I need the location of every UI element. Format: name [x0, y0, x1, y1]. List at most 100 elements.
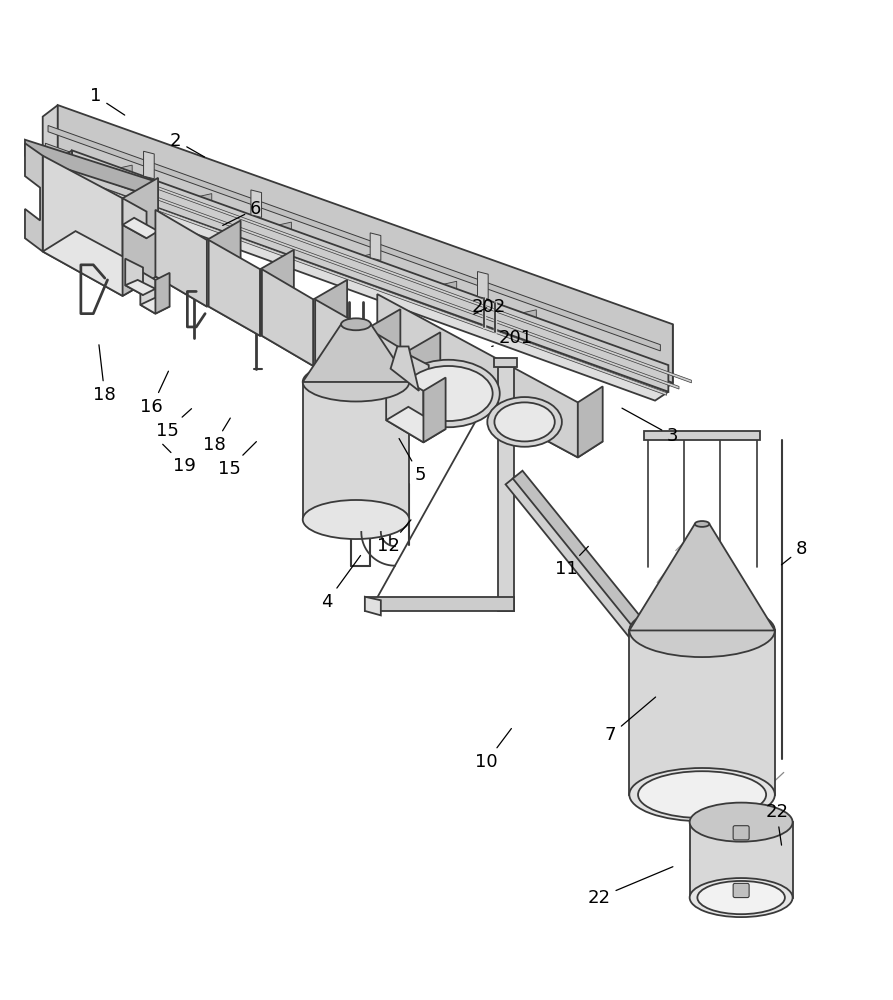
Text: 19: 19	[163, 444, 196, 475]
Polygon shape	[441, 281, 456, 310]
Polygon shape	[367, 309, 400, 395]
Text: 8: 8	[781, 540, 807, 565]
Ellipse shape	[495, 402, 555, 441]
Polygon shape	[43, 161, 655, 386]
Polygon shape	[25, 140, 158, 198]
Polygon shape	[369, 329, 406, 418]
Polygon shape	[386, 407, 446, 442]
Polygon shape	[43, 231, 158, 296]
Polygon shape	[303, 382, 409, 520]
Polygon shape	[390, 346, 419, 391]
Polygon shape	[72, 150, 668, 392]
Polygon shape	[122, 198, 146, 238]
Polygon shape	[513, 471, 688, 683]
Polygon shape	[125, 280, 155, 295]
Polygon shape	[46, 143, 658, 369]
Polygon shape	[144, 151, 154, 179]
Polygon shape	[116, 165, 132, 194]
Polygon shape	[140, 298, 170, 314]
Text: 10: 10	[475, 729, 512, 771]
Polygon shape	[406, 354, 429, 431]
Text: 202: 202	[472, 298, 506, 316]
Text: 5: 5	[399, 439, 426, 484]
Polygon shape	[689, 822, 793, 898]
Text: 18: 18	[203, 418, 230, 454]
Polygon shape	[196, 194, 212, 222]
Polygon shape	[406, 332, 440, 418]
Polygon shape	[386, 369, 423, 442]
Text: 15: 15	[218, 442, 256, 478]
Polygon shape	[48, 125, 661, 351]
Ellipse shape	[695, 521, 709, 527]
Ellipse shape	[689, 878, 793, 917]
Polygon shape	[209, 240, 260, 336]
FancyBboxPatch shape	[733, 883, 749, 898]
Polygon shape	[365, 597, 380, 615]
Text: 18: 18	[94, 345, 116, 404]
Polygon shape	[315, 299, 367, 395]
Polygon shape	[377, 294, 578, 457]
Ellipse shape	[697, 881, 785, 914]
Polygon shape	[43, 105, 58, 176]
Ellipse shape	[396, 360, 500, 427]
Text: 16: 16	[140, 371, 169, 416]
Polygon shape	[96, 165, 691, 383]
Text: 22: 22	[588, 867, 673, 907]
Polygon shape	[423, 378, 446, 442]
FancyBboxPatch shape	[733, 826, 749, 840]
Text: 3: 3	[622, 408, 679, 445]
Polygon shape	[630, 630, 775, 795]
Text: 4: 4	[321, 555, 361, 611]
Text: 15: 15	[155, 409, 191, 440]
Ellipse shape	[303, 362, 409, 401]
Polygon shape	[209, 287, 294, 336]
Ellipse shape	[488, 397, 562, 447]
Polygon shape	[644, 431, 760, 440]
Polygon shape	[72, 177, 666, 395]
Polygon shape	[303, 324, 409, 382]
Text: 6: 6	[222, 200, 262, 225]
Polygon shape	[43, 156, 122, 296]
Text: 7: 7	[605, 697, 655, 744]
Ellipse shape	[404, 366, 493, 421]
Polygon shape	[155, 210, 207, 307]
Text: 12: 12	[378, 520, 411, 555]
Polygon shape	[251, 190, 262, 217]
Polygon shape	[140, 271, 155, 314]
Polygon shape	[122, 218, 158, 238]
Polygon shape	[58, 105, 672, 383]
Polygon shape	[315, 346, 400, 395]
Polygon shape	[655, 324, 672, 395]
Polygon shape	[377, 333, 603, 457]
Ellipse shape	[303, 500, 409, 539]
Polygon shape	[369, 376, 440, 418]
Polygon shape	[406, 408, 446, 431]
Polygon shape	[260, 250, 294, 336]
Polygon shape	[43, 165, 672, 395]
Polygon shape	[275, 222, 291, 251]
Text: 201: 201	[492, 329, 533, 347]
Polygon shape	[630, 524, 775, 630]
Polygon shape	[498, 367, 514, 611]
Polygon shape	[85, 171, 679, 389]
Polygon shape	[478, 272, 488, 299]
Ellipse shape	[689, 803, 793, 842]
Text: 2: 2	[170, 132, 204, 157]
Polygon shape	[578, 386, 603, 457]
Polygon shape	[521, 310, 537, 338]
Polygon shape	[494, 358, 518, 367]
Polygon shape	[122, 178, 158, 296]
Polygon shape	[155, 273, 170, 314]
Polygon shape	[262, 269, 313, 366]
Ellipse shape	[341, 318, 371, 330]
Ellipse shape	[630, 604, 775, 657]
Ellipse shape	[638, 771, 766, 818]
Polygon shape	[25, 143, 43, 252]
Polygon shape	[125, 259, 143, 295]
Ellipse shape	[630, 768, 775, 821]
Text: 11: 11	[555, 546, 588, 578]
Polygon shape	[207, 220, 240, 307]
Polygon shape	[61, 177, 668, 401]
Polygon shape	[155, 257, 240, 307]
Text: 22: 22	[765, 803, 789, 845]
